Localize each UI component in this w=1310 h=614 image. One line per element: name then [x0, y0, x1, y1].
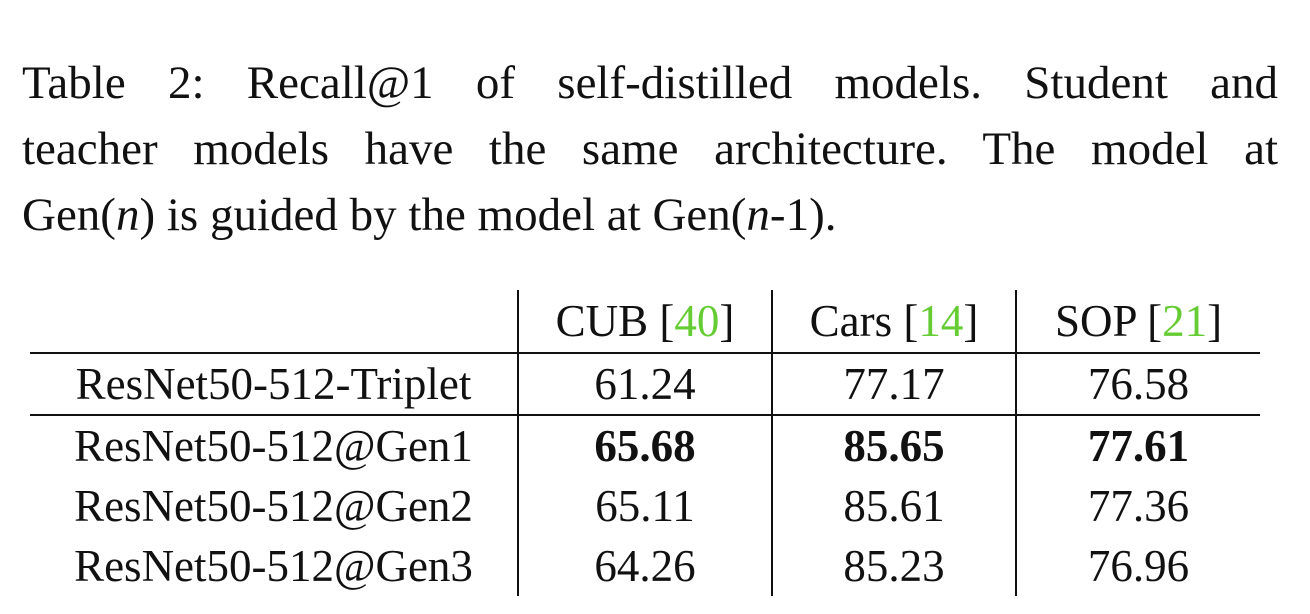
- header-cub: CUB [40]: [517, 290, 772, 354]
- results-table-container: CUB [40] Cars [14] SOP [21] ResNet50-512…: [30, 290, 1260, 596]
- cars-value: 85.65: [771, 415, 1016, 476]
- header-sop: SOP [21]: [1015, 290, 1260, 354]
- citation-link-cub[interactable]: 40: [674, 296, 720, 346]
- cars-value: 85.23: [771, 536, 1016, 596]
- caption-line-1: Table 2: Recall@1 of self-distilled mode…: [22, 57, 1278, 109]
- results-table: CUB [40] Cars [14] SOP [21] ResNet50-512…: [30, 290, 1260, 596]
- cub-value: 65.68: [517, 415, 772, 476]
- model-name: ResNet50-512@Gen3: [74, 541, 473, 591]
- table-row: ResNet50-512@Gen2 65.11 85.61 77.36: [30, 476, 1260, 536]
- caption-line-3: Gen(n) is guided by the model at Gen(n-1…: [22, 189, 837, 241]
- model-name: ResNet50-512@Gen2: [74, 481, 473, 531]
- table-caption: Table 2: Recall@1 of self-distilled mode…: [22, 50, 1278, 248]
- model-name: ResNet50-512-Triplet: [30, 353, 518, 416]
- model-name: ResNet50-512@Gen1: [74, 421, 473, 471]
- citation-link-cars[interactable]: 14: [918, 296, 964, 346]
- table-row: ResNet50-512@Gen3 64.26 85.23 76.96: [30, 536, 1260, 596]
- cub-value: 64.26: [517, 536, 772, 596]
- header-empty-cell: [30, 290, 518, 354]
- table-row: ResNet50-512@Gen1 65.68 85.65 77.61: [30, 415, 1260, 476]
- caption-line-2: teacher models have the same architectur…: [22, 123, 1278, 175]
- table-header-row: CUB [40] Cars [14] SOP [21]: [30, 290, 1260, 354]
- sop-value: 77.36: [1015, 476, 1260, 536]
- header-cars: Cars [14]: [771, 290, 1016, 354]
- cub-value: 65.11: [517, 476, 772, 536]
- citation-link-sop[interactable]: 21: [1162, 296, 1208, 346]
- cars-value: 85.61: [771, 476, 1016, 536]
- sop-value: 76.96: [1015, 536, 1260, 596]
- sop-value: 76.58: [1015, 353, 1260, 416]
- cub-value: 61.24: [517, 353, 772, 416]
- sop-value: 77.61: [1015, 415, 1260, 476]
- cars-value: 77.17: [771, 353, 1016, 416]
- table-row: ResNet50-512-Triplet 61.24 77.17 76.58: [30, 353, 1260, 416]
